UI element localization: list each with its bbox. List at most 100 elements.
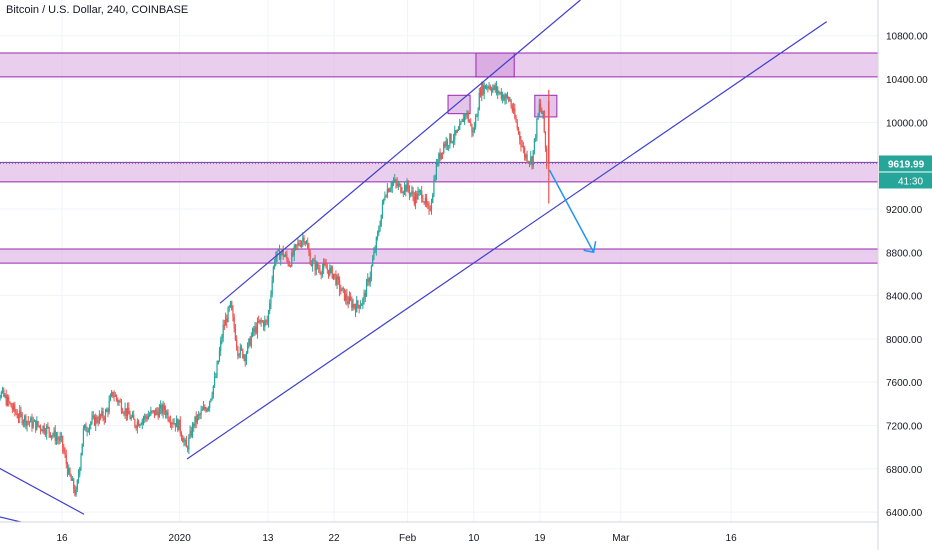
candle-body	[4, 395, 6, 397]
candle-body	[304, 241, 306, 244]
candle-body	[59, 437, 61, 441]
candle-body	[101, 411, 103, 417]
candle-body	[392, 181, 395, 183]
candle-body	[125, 408, 127, 416]
candle-body	[76, 480, 78, 490]
candle-body	[331, 266, 333, 279]
candle-body	[288, 264, 290, 266]
projection-arrow-head	[583, 241, 597, 254]
candle-body	[448, 145, 450, 147]
time-axis-bg	[0, 522, 878, 550]
candle-body	[352, 304, 354, 308]
candle-body	[303, 237, 305, 242]
candle-body	[171, 423, 173, 425]
candle-body	[57, 437, 59, 439]
candle-body	[36, 421, 38, 430]
candle-body	[498, 92, 500, 94]
candle-body	[124, 408, 126, 414]
last-candle-body	[547, 100, 550, 164]
candle-body	[27, 421, 29, 423]
x-tick-label: Mar	[612, 533, 630, 544]
candle-body	[1, 389, 4, 393]
candle-body	[495, 86, 498, 91]
candle-body	[155, 409, 157, 416]
candle-body	[445, 140, 447, 147]
candle-body	[489, 86, 491, 90]
candle-body	[136, 421, 138, 428]
x-tick-label: 13	[262, 533, 274, 544]
candle-body	[206, 408, 208, 412]
candle-body	[517, 128, 520, 132]
candle-body	[191, 424, 194, 436]
candle-body	[410, 192, 412, 195]
candle-body	[533, 138, 536, 151]
candle-body	[251, 328, 254, 337]
candle-body	[348, 296, 350, 304]
lower-left-trendline-1	[0, 467, 85, 515]
candle-body	[196, 415, 199, 423]
candle-body	[131, 414, 134, 417]
candle-body	[103, 417, 105, 420]
candle-body	[128, 407, 130, 415]
candle-body	[544, 132, 547, 149]
candle-body	[396, 182, 398, 186]
candle-body	[92, 415, 94, 418]
candle-body	[261, 321, 263, 323]
candle-body	[527, 161, 529, 163]
candle-body	[80, 455, 82, 468]
candle-body	[526, 154, 528, 162]
candle-body	[414, 193, 417, 204]
candle-body	[400, 184, 402, 193]
candle-body	[106, 409, 108, 412]
candle-body	[74, 489, 76, 495]
candle-body	[168, 419, 170, 422]
candle-body	[0, 397, 1, 399]
candle-body	[478, 92, 480, 110]
candle-body	[184, 439, 186, 441]
candle-body	[455, 130, 457, 133]
candle-body	[215, 376, 217, 378]
candle-body	[530, 156, 532, 162]
candle-body	[82, 428, 85, 444]
candle-body	[242, 349, 244, 358]
candle-body	[459, 123, 461, 130]
candle-body	[145, 415, 147, 418]
candle-body	[109, 395, 112, 401]
candle-body	[522, 146, 525, 148]
candle-body	[227, 307, 229, 323]
candle-body	[270, 294, 272, 304]
candle-body	[194, 416, 196, 427]
candle-body	[157, 411, 159, 418]
candle-body	[69, 468, 71, 476]
candle-body	[115, 395, 118, 399]
candle-body	[484, 85, 487, 89]
candle-body	[238, 355, 240, 357]
candle-body	[185, 439, 187, 448]
candle-body	[463, 114, 466, 123]
candle-body	[461, 119, 463, 122]
candle-body	[0, 392, 2, 398]
candle-body	[48, 427, 50, 433]
candle-body	[440, 152, 442, 159]
candle-body	[237, 346, 239, 356]
candle-body	[373, 251, 375, 260]
candle-body	[264, 320, 266, 327]
candle-body	[407, 182, 409, 190]
candle-body	[471, 123, 473, 133]
candle-body	[457, 129, 460, 131]
candle-body	[537, 113, 539, 120]
candle-body	[296, 244, 298, 246]
candle-body	[390, 187, 392, 190]
candle-body	[473, 127, 475, 131]
candle-body	[248, 338, 250, 344]
candle-body	[84, 424, 86, 429]
candle-body	[504, 98, 506, 101]
y-tick-label: 10000.00	[886, 118, 928, 129]
candle-body	[28, 421, 31, 423]
top-peak-box	[475, 52, 515, 78]
y-tick-label: 6400.00	[886, 508, 923, 519]
candle-body	[490, 89, 493, 92]
